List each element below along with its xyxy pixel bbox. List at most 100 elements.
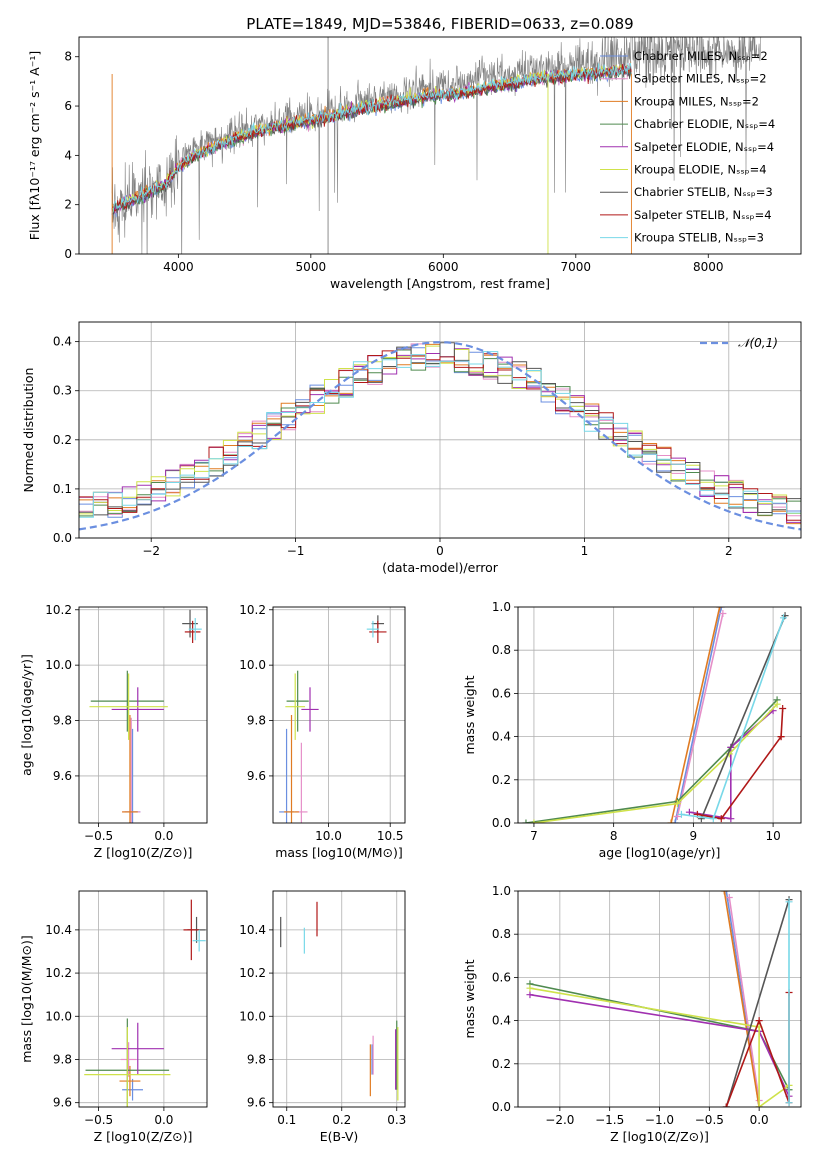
- panel-spectrum: 4000 5000 6000 7000 8000 0 2 4 6 8 wavelength [Ang…: [27, 36, 802, 291]
- normal-legend-label: 𝒩(0,1): [738, 336, 778, 350]
- y-tick-label: 1.0: [492, 600, 511, 614]
- y-axis-label: mass [log10(M/M⊙)]: [19, 935, 34, 1063]
- x-tick-label: 4000: [163, 260, 194, 274]
- x-tick-label: −0.5: [84, 1113, 113, 1127]
- weight-line: [533, 703, 778, 823]
- y-tick-label: 0.2: [53, 433, 72, 447]
- y-tick-label: 0.6: [492, 686, 511, 700]
- axes-frame: [78, 36, 802, 255]
- weight-line: [728, 897, 760, 1101]
- legend-label: Chabrier STELIB, Nₛₛₚ=3: [634, 185, 773, 199]
- y-axis-label: Flux [fλ10⁻¹⁷ erg cm⁻² s⁻¹ A⁻¹]: [27, 51, 42, 240]
- spectrum-legend: Chabrier MILES, Nₛₛₚ=2 Salpeter MILES, Nₛ…: [600, 49, 775, 245]
- plot-area: [279, 615, 387, 823]
- x-tick-label: 10: [765, 829, 780, 843]
- y-tick-label: 9.6: [247, 769, 266, 783]
- axes-frame: [78, 606, 208, 824]
- y-tick-label: 9.6: [53, 1096, 72, 1110]
- weight-marker: [677, 810, 685, 818]
- weight-marker: [722, 891, 730, 895]
- weight-marker: [779, 705, 787, 713]
- histogram-step: [79, 351, 801, 518]
- x-tick-label: 0.0: [154, 829, 173, 843]
- x-axis-label: Z [log10(Z/Z⊙)]: [610, 1129, 709, 1144]
- x-tick-label: 5000: [296, 260, 327, 274]
- plot-area: [522, 607, 789, 823]
- y-tick-label: 10.0: [45, 658, 72, 672]
- weight-marker: [671, 819, 679, 823]
- y-tick-label: 1.0: [492, 884, 511, 898]
- x-tick-label: 10.0: [315, 829, 342, 843]
- y-tick-label: 9.8: [53, 1052, 72, 1066]
- weight-line: [725, 899, 790, 1107]
- weight-line: [723, 891, 760, 1107]
- x-tick-label: −0.5: [695, 1113, 724, 1127]
- y-tick-label: 0.1: [53, 482, 72, 496]
- y-tick-label: 0.4: [53, 335, 72, 349]
- y-tick-label: 0.2: [492, 773, 511, 787]
- x-tick-label: −2: [142, 544, 160, 558]
- weight-marker: [716, 607, 724, 611]
- x-tick-label: 0.3: [387, 1113, 406, 1127]
- weight-marker: [709, 815, 717, 823]
- weight-line: [525, 699, 778, 823]
- weight-marker: [673, 800, 681, 808]
- x-tick-label: 9: [690, 829, 698, 843]
- plot-area: [111, 37, 762, 254]
- panels: 4000 5000 6000 7000 8000 0 2 4 6 8 wavelength [Ang…: [19, 36, 802, 1144]
- y-tick-label: 0.8: [492, 643, 511, 657]
- x-tick-label: 1: [581, 544, 589, 558]
- weight-marker: [777, 733, 785, 741]
- weight-marker: [722, 1103, 730, 1107]
- plot-area: [526, 891, 793, 1107]
- axes-frame: [272, 606, 406, 824]
- weight-marker: [785, 898, 793, 906]
- grid: [273, 891, 405, 1107]
- y-tick-label: 0.0: [53, 531, 72, 545]
- x-axis-label: Z [log10(Z/Z⊙)]: [94, 1129, 193, 1144]
- y-axis-label: mass weight: [462, 675, 477, 754]
- grid: [273, 607, 405, 823]
- x-tick-label: −2.0: [545, 1113, 574, 1127]
- weight-marker: [727, 815, 735, 823]
- x-tick-label: 0.2: [332, 1113, 351, 1127]
- plot-area: [79, 341, 801, 531]
- axes-frame: [517, 606, 802, 824]
- panel-age-vs-mass: 10.0 10.5 9.6 9.8 10.0 10.2 mass [log10(M/M⊙)]: [239, 603, 406, 860]
- y-tick-label: 10.2: [45, 603, 72, 617]
- panel-age-vs-Z: −0.5 0.0 9.6 9.8 10.0 10.2 Z [log10(Z/Z⊙)] age …: [19, 603, 208, 860]
- x-axis-label: (data-model)/error: [382, 560, 499, 575]
- legend-label: Kroupa ELODIE, Nₛₛₚ=4: [634, 163, 767, 177]
- axes-frame: [517, 890, 802, 1108]
- y-tick-label: 6: [64, 99, 72, 113]
- y-tick-label: 9.8: [247, 714, 266, 728]
- y-tick-label: 10.4: [239, 923, 266, 937]
- axes-frame: [78, 890, 208, 1108]
- weight-marker: [720, 891, 728, 895]
- weight-marker: [685, 808, 693, 816]
- model-spectrum-line: [111, 63, 632, 215]
- grid: [79, 891, 207, 1107]
- legend-label: Salpeter ELODIE, Nₛₛₚ=4: [634, 140, 774, 154]
- weight-marker: [725, 893, 733, 901]
- x-tick-label: 10.5: [377, 829, 404, 843]
- weight-marker: [530, 819, 538, 823]
- panel-mass-vs-Z: −0.5 0.0 9.6 9.8 10.0 10.2 10.4 Z [log10(Z/Z⊙)]…: [19, 890, 208, 1144]
- y-tick-label: 0: [64, 247, 72, 261]
- y-axis-label: mass weight: [462, 959, 477, 1038]
- legend-label: Chabrier MILES, Nₛₛₚ=2: [634, 49, 768, 63]
- axes-frame: [272, 890, 406, 1108]
- y-tick-label: 0.6: [492, 970, 511, 984]
- weight-marker: [673, 813, 681, 821]
- x-tick-label: 0.0: [154, 1113, 173, 1127]
- weight-marker: [779, 614, 787, 622]
- weight-marker: [785, 1099, 793, 1107]
- legend-label: Chabrier ELODIE, Nₛₛₚ=4: [634, 117, 775, 131]
- weight-marker: [526, 991, 534, 999]
- y-tick-label: 9.6: [247, 1096, 266, 1110]
- x-tick-label: −1.0: [645, 1113, 674, 1127]
- x-tick-label: 7: [530, 829, 538, 843]
- weight-marker: [773, 700, 781, 708]
- y-tick-label: 0.4: [492, 1014, 511, 1028]
